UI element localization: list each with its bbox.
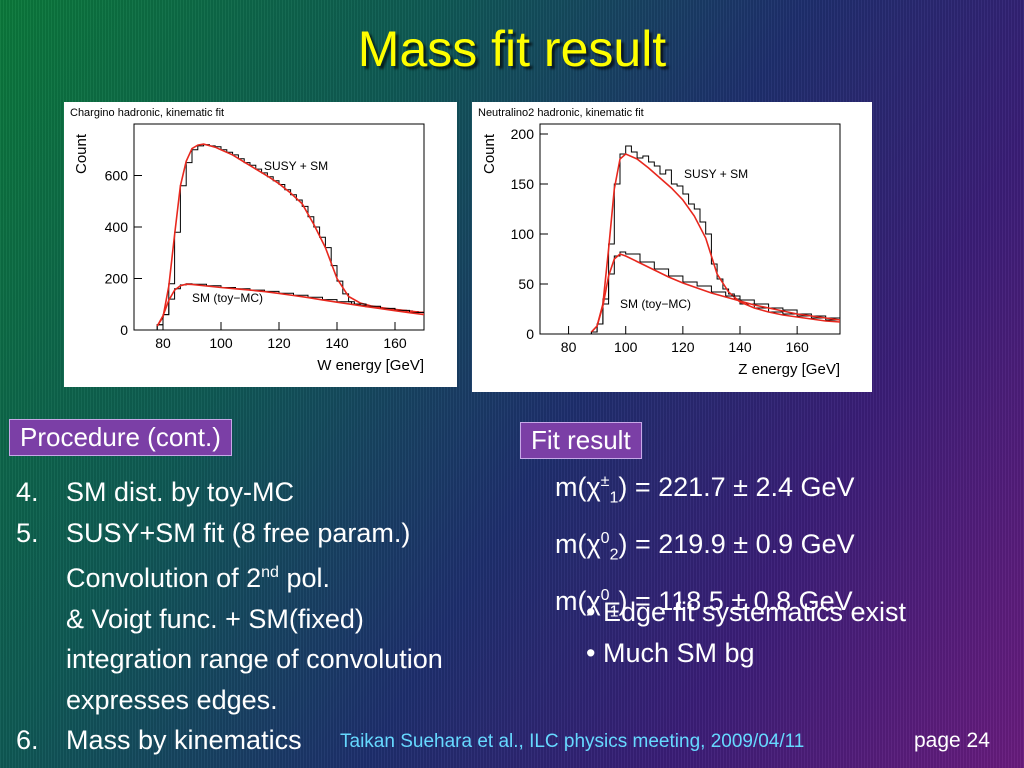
chargino-chart-svg: Chargino hadronic, kinematic fit 80 100 120… (70, 107, 425, 374)
x-tick-label: 140 (325, 335, 349, 351)
x-tick-label: 80 (155, 335, 171, 351)
neutralino-plot: Neutralino2 hadronic, kinematic fit 80 100… (472, 102, 872, 392)
y-axis-label: Count (73, 133, 90, 174)
procedure-item-6: 6. Mass by kinematics (16, 720, 443, 761)
superscript: 0 (600, 586, 610, 604)
mass-prefix: m(χ (555, 472, 601, 502)
chart-annotation: SUSY + SM (684, 167, 748, 181)
subline-text: pol. (278, 563, 330, 593)
x-tick-label: 80 (561, 339, 577, 355)
footer-citation: Taikan Suehara et al., ILC physics meeti… (340, 731, 805, 752)
subscript: 1 (609, 489, 619, 507)
fit-curve-series (590, 253, 841, 333)
x-tick-label: 120 (267, 335, 291, 351)
procedure-label: Procedure (cont.) (9, 419, 232, 456)
mass-prefix: m(χ (555, 528, 601, 559)
y-tick-label: 200 (511, 126, 535, 142)
item-text: SUSY+SM fit (8 free param.) (66, 517, 411, 548)
fit-bullets: • Edge fit systematics exist • Much SM b… (586, 592, 906, 673)
fit-curve-series (590, 153, 841, 333)
fit-chargino-mass: m(χ±1) = 221.7 ± 2.4 GeV (555, 462, 855, 519)
chart-title: Chargino hadronic, kinematic fit (70, 107, 224, 119)
fit-neutralino1-mass: m(χ01) = 118.5 ± 0.8 GeV (555, 576, 855, 633)
item-text: Mass by kinematics (66, 725, 302, 755)
x-axis-label: Z energy [GeV] (738, 361, 840, 378)
y-tick-label: 150 (511, 176, 535, 192)
x-tick-label: 100 (614, 339, 638, 355)
x-tick-label: 120 (671, 339, 695, 355)
procedure-item-4: 4. SM dist. by toy-MC (16, 472, 443, 513)
fit-neutralino2-mass: m(χ02) = 219.9 ± 0.9 GeV (555, 519, 855, 576)
procedure-subline-edges: expresses edges. (66, 684, 278, 715)
y-tick-label: 600 (105, 168, 129, 184)
mass-value: ) = 219.9 ± 0.9 GeV (618, 528, 855, 559)
subscript: 1 (609, 603, 619, 621)
mass-value: ) = 221.7 ± 2.4 GeV (618, 472, 855, 502)
y-tick-label: 0 (526, 326, 534, 342)
subline-text: Convolution of 2 (66, 563, 262, 593)
fit-results: m(χ±1) = 221.7 ± 2.4 GeV m(χ02) = 219.9 … (555, 462, 855, 633)
y-tick-label: 50 (518, 276, 534, 292)
slide-title: Mass fit result (357, 21, 667, 77)
x-tick-label: 140 (728, 339, 752, 355)
bullet-sm-bg: • Much SM bg (586, 637, 755, 668)
item-number: 5. (16, 517, 39, 548)
superscript: ± (600, 473, 610, 490)
x-axis-label: W energy [GeV] (317, 357, 424, 374)
procedure-subline-range: integration range of convolution (66, 644, 443, 674)
histogram-series (540, 251, 840, 335)
plot-frame (539, 123, 841, 335)
y-tick-label: 200 (105, 271, 129, 287)
x-tick-label: 160 (383, 335, 407, 351)
bullet-systematics: • Edge fit systematics exist (586, 597, 907, 627)
chart-annotation: SM (toy−MC) (192, 291, 263, 305)
fit-curve-series (156, 283, 425, 327)
y-tick-label: 400 (105, 219, 129, 235)
chart-annotation: SUSY + SM (264, 159, 328, 173)
procedure-item-5: 5. SUSY+SM fit (8 free param.) (16, 513, 443, 554)
chargino-plot: Chargino hadronic, kinematic fit 80 100 120… (64, 102, 457, 387)
item-number: 4. (16, 477, 39, 507)
page-number: page 24 (914, 729, 990, 752)
item-text: SM dist. by toy-MC (66, 477, 295, 507)
procedure-subline-voigt: & Voigt func. + SM(fixed) (66, 603, 364, 634)
histogram-series (540, 145, 840, 335)
chart-title: Neutralino2 hadronic, kinematic fit (478, 107, 644, 119)
procedure-list: 4. SM dist. by toy-MC 5. SUSY+SM fit (8 … (16, 472, 443, 761)
y-axis-label: Count (481, 133, 498, 174)
neutralino-chart-svg: Neutralino2 hadronic, kinematic fit 80 100… (478, 107, 841, 378)
superscript: nd (261, 564, 279, 581)
item-number: 6. (16, 725, 39, 755)
mass-value: ) = 118.5 ± 0.8 GeV (618, 585, 853, 616)
x-tick-label: 160 (785, 339, 809, 355)
y-tick-label: 0 (120, 322, 128, 338)
superscript: 0 (600, 529, 610, 547)
plot-frame (133, 123, 425, 331)
fit-result-label: Fit result (520, 422, 642, 459)
procedure-subline-convolution: Convolution of 2nd pol. (16, 553, 443, 599)
x-tick-label: 100 (209, 335, 233, 351)
y-tick-label: 100 (511, 226, 535, 242)
chart-annotation: SM (toy−MC) (620, 297, 691, 311)
subscript: 2 (609, 546, 619, 564)
mass-prefix: m(χ (555, 585, 601, 616)
